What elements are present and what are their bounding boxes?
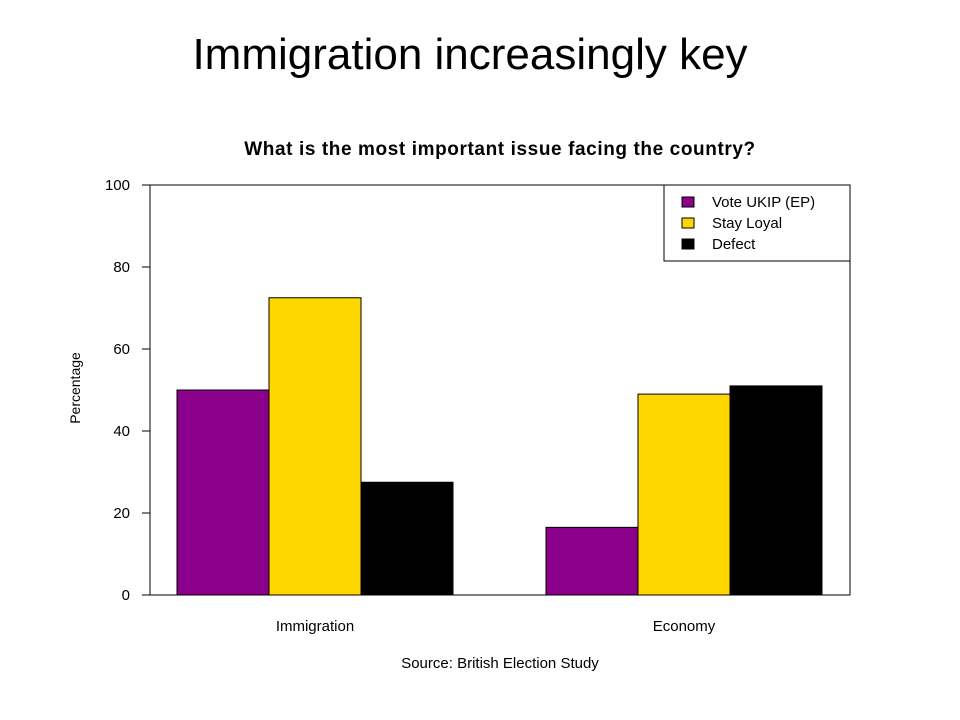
y-axis-label: Percentage	[67, 352, 83, 424]
bar-economy-2	[729, 385, 823, 596]
bar-immigration-1	[268, 297, 362, 596]
x-axis-label: Source: British Election Study	[401, 655, 599, 672]
legend-box	[663, 184, 851, 262]
y-tick-label: 40	[113, 423, 130, 440]
bar-immigration-2	[360, 481, 454, 596]
legend-swatch	[681, 196, 695, 208]
y-tick-label: 0	[122, 587, 130, 604]
legend-label: Stay Loyal	[712, 215, 782, 232]
y-tick-label: 60	[113, 341, 130, 358]
legend: Vote UKIP (EP) Stay Loyal Defect	[663, 184, 851, 262]
y-tick-label: 100	[105, 177, 130, 194]
y-tick-label: 80	[113, 259, 130, 276]
x-tick-label: Economy	[653, 618, 716, 635]
x-tick-label: Immigration	[276, 618, 354, 635]
slide-title: Immigration increasingly key	[192, 30, 748, 79]
chart-title: What is the most important issue facing …	[244, 139, 756, 160]
y-tick-label: 20	[113, 505, 130, 522]
legend-swatch	[681, 238, 695, 250]
legend-swatch	[681, 217, 695, 229]
legend-label: Defect	[712, 236, 756, 253]
plot-frame	[149, 184, 851, 596]
bar-economy-1	[637, 393, 731, 596]
legend-label: Vote UKIP (EP)	[712, 194, 815, 211]
bar-immigration-0	[176, 389, 270, 596]
bar-economy-0	[545, 526, 639, 596]
